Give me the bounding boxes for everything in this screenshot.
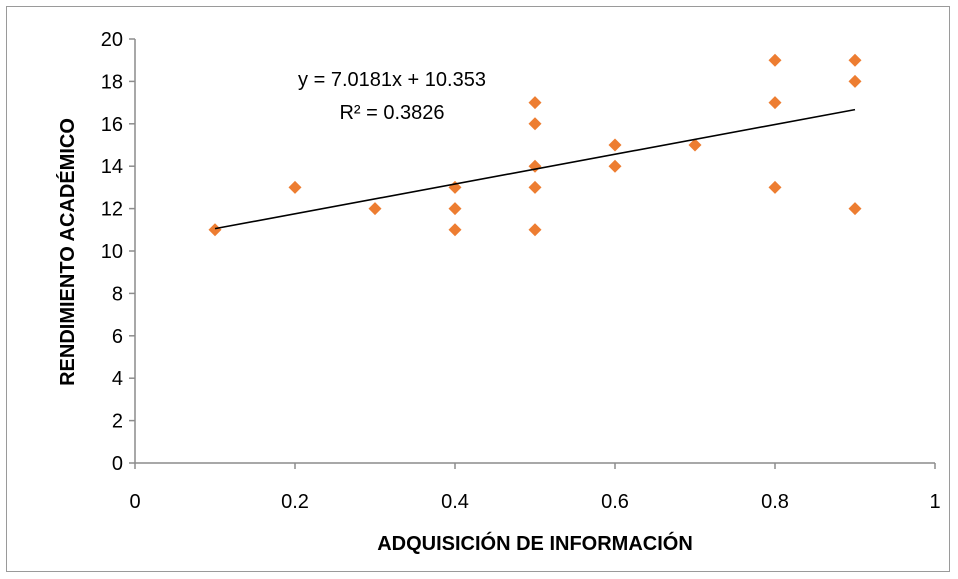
data-point (768, 96, 782, 110)
chart-frame (6, 6, 950, 572)
data-point (768, 180, 782, 194)
data-point (368, 202, 382, 216)
x-tick-label: 0 (129, 491, 140, 513)
data-point (288, 180, 302, 194)
y-axis-title: RENDIMIENTO ACADÉMICO (56, 118, 79, 386)
data-point (448, 223, 462, 237)
data-point (528, 117, 542, 131)
data-point (208, 223, 222, 237)
y-tick-label: 10 (101, 241, 123, 263)
data-point (528, 180, 542, 194)
trendline-r-squared: R² = 0.3826 (339, 102, 444, 124)
y-tick-label: 2 (112, 411, 123, 433)
data-point (448, 202, 462, 216)
y-axis-ticks: 0 2 4 6 8 10 12 14 16 18 20 (101, 29, 135, 475)
data-point (688, 138, 702, 152)
x-tick-label: 1 (929, 491, 940, 513)
x-tick-label: 0.8 (761, 491, 789, 513)
x-tick-label: 0.2 (281, 491, 309, 513)
data-point (608, 138, 622, 152)
data-point (528, 96, 542, 110)
trendline-equation: y = 7.0181x + 10.353 (298, 69, 486, 91)
x-axis-title: ADQUISICIÓN DE INFORMACIÓN (377, 531, 693, 555)
y-tick-label: 18 (101, 71, 123, 93)
data-point (528, 223, 542, 237)
data-point (608, 159, 622, 173)
trendline (214, 108, 856, 230)
y-tick-label: 4 (112, 368, 123, 390)
y-tick-label: 0 (112, 453, 123, 475)
y-tick-label: 12 (101, 199, 123, 221)
x-axis-ticks: 0 0.2 0.4 0.6 0.8 1 (129, 463, 941, 513)
data-point (848, 202, 862, 216)
data-point (768, 53, 782, 67)
y-tick-label: 16 (101, 114, 123, 136)
data-point (848, 74, 862, 88)
data-point (848, 53, 862, 67)
y-tick-label: 14 (101, 156, 123, 178)
y-tick-label: 6 (112, 326, 123, 348)
x-tick-label: 0.6 (601, 491, 629, 513)
y-tick-label: 8 (112, 283, 123, 305)
y-tick-label: 20 (101, 29, 123, 51)
x-tick-label: 0.4 (441, 491, 469, 513)
